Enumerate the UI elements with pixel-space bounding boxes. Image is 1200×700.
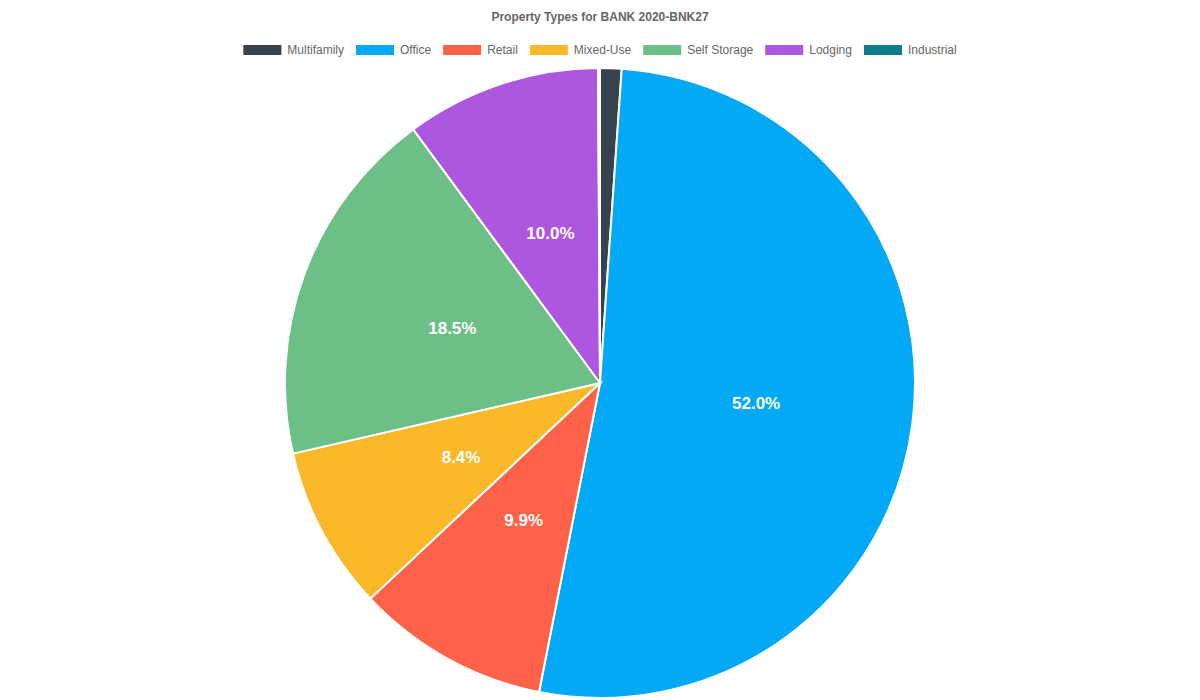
legend-item: Lodging [765, 43, 852, 57]
slice [598, 68, 600, 383]
legend-swatch [643, 45, 681, 55]
legend-swatch [530, 45, 568, 55]
legend-swatch [243, 45, 281, 55]
legend-swatch [356, 45, 394, 55]
legend-swatch [864, 45, 902, 55]
legend-label: Industrial [908, 43, 957, 57]
legend-label: Retail [487, 43, 518, 57]
legend-label: Office [400, 43, 431, 57]
title: Property Types for BANK 2020-BNK27 [491, 10, 708, 24]
legend-item: Retail [443, 43, 518, 57]
legend: Multifamily Office Retail Mixed-Use Self Sto… [243, 43, 956, 57]
legend-item: Mixed-Use [530, 43, 632, 57]
legend-swatch [765, 45, 803, 55]
data-label: 52.0% [732, 394, 780, 413]
legend-label: Lodging [809, 43, 852, 57]
slice [413, 68, 600, 383]
legend-label: Multifamily [287, 43, 344, 57]
legend-item: Multifamily [243, 43, 344, 57]
data-label: 9.9% [504, 511, 543, 530]
data-label: 8.4% [442, 448, 481, 467]
legend-swatch [443, 45, 481, 55]
data-labels: 52.0% 9.9% 8.4% 18.5% 10.0% [428, 224, 780, 530]
chart: Property Types for BANK 2020-BNK27 Multif… [0, 0, 1200, 700]
data-label: 10.0% [526, 224, 574, 243]
legend-item: Industrial [864, 43, 957, 57]
data-label: 18.5% [428, 319, 476, 338]
legend-item: Self Storage [643, 43, 753, 57]
legend-label: Self Storage [687, 43, 753, 57]
legend-label: Mixed-Use [574, 43, 632, 57]
pie [285, 68, 915, 698]
legend-item: Office [356, 43, 431, 57]
